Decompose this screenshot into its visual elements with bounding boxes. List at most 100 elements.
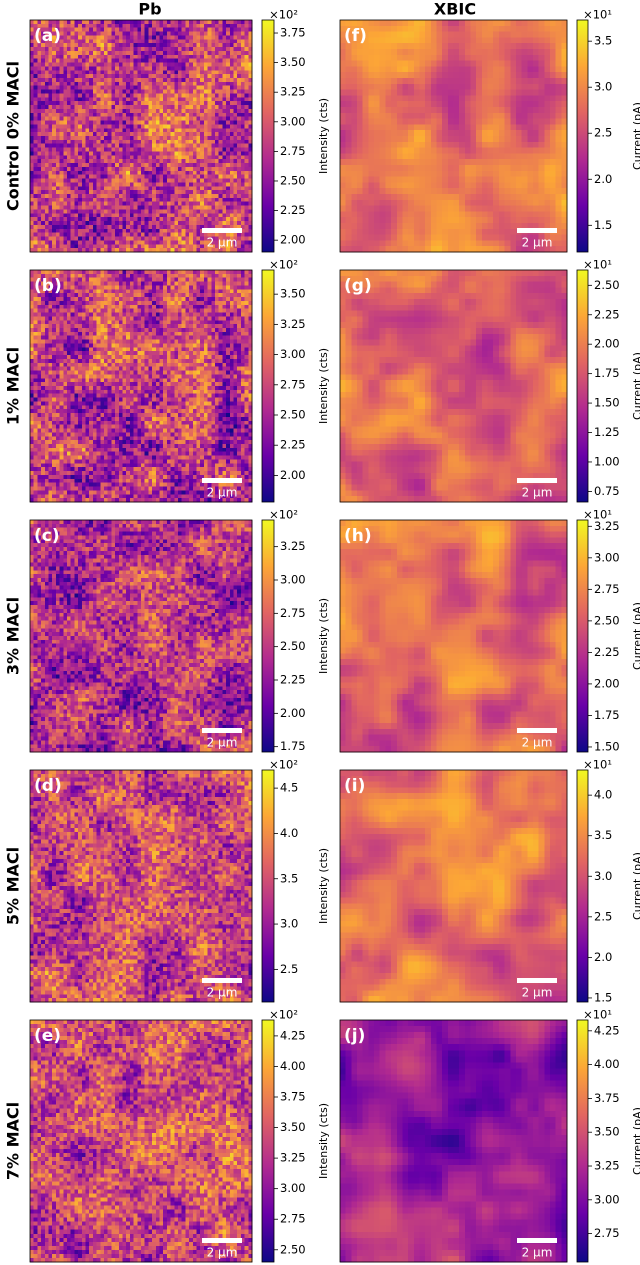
map-pixel	[159, 39, 164, 44]
map-pixel	[436, 101, 443, 108]
map-pixel	[340, 159, 347, 166]
map-pixel	[196, 217, 201, 222]
map-pixel	[200, 116, 205, 122]
map-pixel	[159, 97, 164, 102]
map-pixel	[233, 132, 238, 137]
map-pixel	[52, 39, 57, 44]
map-pixel	[493, 211, 500, 218]
map-pixel	[218, 124, 223, 129]
map-pixel	[181, 178, 186, 183]
map-pixel	[196, 139, 201, 145]
map-pixel	[200, 136, 205, 141]
map-pixel	[104, 248, 109, 253]
map-pixel	[379, 89, 386, 96]
map-pixel	[63, 221, 68, 226]
map-pixel	[70, 232, 75, 238]
map-pixel	[104, 217, 109, 222]
map-pixel	[92, 23, 98, 29]
map-pixel	[52, 236, 57, 241]
map-pixel	[351, 194, 358, 201]
map-pixel	[240, 85, 246, 91]
map-pixel	[368, 159, 375, 166]
map-pixel	[374, 159, 381, 166]
map-pixel	[470, 72, 477, 79]
map-pixel	[233, 163, 238, 168]
map-pixel	[185, 136, 190, 141]
map-pixel	[78, 81, 83, 87]
map-pixel	[74, 78, 79, 83]
map-pixel	[237, 174, 242, 180]
map-pixel	[170, 66, 175, 71]
map-pixel	[115, 112, 120, 118]
map-pixel	[155, 201, 161, 207]
map-pixel	[33, 236, 38, 241]
map-pixel	[510, 89, 517, 96]
map-pixel	[81, 74, 87, 79]
map-pixel	[96, 151, 101, 156]
map-pixel	[203, 159, 209, 164]
map-pixel	[85, 112, 90, 118]
map-pixel	[248, 236, 253, 241]
map-pixel	[118, 108, 124, 114]
map-pixel	[81, 186, 87, 191]
map-pixel	[59, 120, 64, 125]
map-pixel	[67, 27, 72, 33]
map-pixel	[226, 108, 231, 114]
map-pixel	[237, 128, 242, 133]
map-pixel	[129, 74, 135, 79]
map-pixel	[189, 58, 194, 64]
map-pixel	[425, 176, 432, 183]
map-pixel	[237, 194, 242, 199]
map-pixel	[233, 244, 238, 249]
map-pixel	[453, 20, 460, 27]
map-pixel	[100, 201, 105, 207]
map-pixel	[159, 228, 164, 234]
map-pixel	[459, 89, 466, 96]
map-pixel	[159, 128, 164, 133]
map-pixel	[226, 248, 231, 253]
map-pixel	[111, 128, 116, 133]
map-pixel	[408, 107, 415, 114]
map-pixel	[196, 89, 201, 95]
map-pixel	[170, 228, 175, 234]
map-pixel	[33, 81, 38, 87]
map-pixel	[192, 39, 198, 44]
map-pixel	[476, 31, 483, 38]
map-pixel	[104, 240, 109, 245]
map-pixel	[155, 170, 161, 176]
map-pixel	[396, 78, 404, 85]
map-pixel	[144, 190, 149, 195]
map-pixel	[115, 197, 120, 203]
map-pixel	[464, 49, 472, 56]
map-pixel	[44, 232, 50, 238]
map-pixel	[229, 190, 235, 195]
map-pixel	[163, 197, 168, 203]
map-pixel	[229, 182, 235, 187]
map-pixel	[244, 39, 249, 44]
map-pixel	[137, 70, 142, 75]
map-pixel	[240, 132, 246, 137]
map-pixel	[178, 228, 183, 234]
map-pixel	[48, 74, 53, 79]
map-pixel	[413, 147, 421, 154]
map-pixel	[436, 199, 443, 207]
map-pixel	[100, 213, 105, 218]
map-pixel	[133, 139, 138, 145]
map-pixel	[137, 47, 142, 52]
map-pixel	[174, 35, 179, 40]
map-pixel	[148, 89, 153, 95]
map-pixel	[163, 209, 168, 214]
map-pixel	[137, 217, 142, 222]
map-pixel	[37, 221, 42, 226]
map-pixel	[181, 85, 186, 91]
map-pixel	[55, 66, 61, 71]
map-pixel	[226, 197, 231, 203]
map-pixel	[464, 37, 472, 44]
map-pixel	[48, 236, 53, 241]
map-pixel	[196, 163, 201, 168]
map-pixel	[44, 97, 50, 102]
map-pixel	[476, 118, 483, 125]
map-pixel	[233, 116, 238, 122]
map-pixel	[174, 20, 179, 25]
map-pixel	[81, 108, 87, 114]
